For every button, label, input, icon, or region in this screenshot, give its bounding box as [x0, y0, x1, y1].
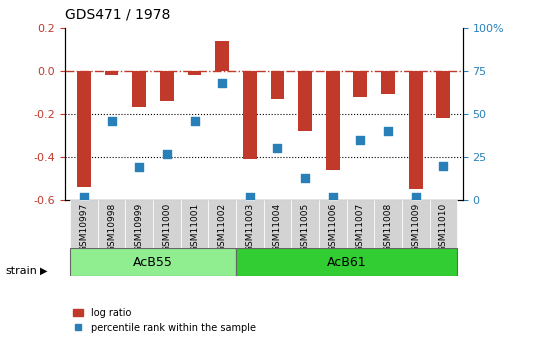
Point	[356, 137, 365, 142]
Text: GSM11005: GSM11005	[301, 203, 309, 252]
Text: GSM11010: GSM11010	[439, 203, 448, 252]
Text: strain: strain	[5, 266, 37, 276]
FancyBboxPatch shape	[208, 200, 236, 248]
Bar	[243, 71, 257, 159]
Point	[384, 128, 392, 134]
Point	[80, 194, 88, 199]
Legend: log ratio, percentile rank within the sample: log ratio, percentile rank within the sa…	[69, 304, 260, 337]
Text: GSM11006: GSM11006	[328, 203, 337, 252]
Text: GSM11003: GSM11003	[245, 203, 254, 252]
Text: GSM11008: GSM11008	[384, 203, 393, 252]
Bar	[160, 71, 174, 101]
Point	[412, 194, 420, 199]
Bar	[188, 71, 201, 75]
FancyBboxPatch shape	[236, 200, 264, 248]
FancyBboxPatch shape	[153, 200, 181, 248]
Bar	[353, 71, 367, 97]
Text: GSM10999: GSM10999	[134, 203, 144, 252]
FancyBboxPatch shape	[70, 200, 98, 248]
FancyBboxPatch shape	[125, 200, 153, 248]
FancyBboxPatch shape	[70, 248, 236, 276]
Bar	[77, 71, 91, 187]
Text: GSM11001: GSM11001	[190, 203, 199, 252]
Point	[135, 165, 144, 170]
Point	[328, 194, 337, 199]
Text: AcB55: AcB55	[133, 256, 173, 269]
Bar	[298, 71, 312, 131]
Text: GSM11007: GSM11007	[356, 203, 365, 252]
FancyBboxPatch shape	[429, 200, 457, 248]
Bar	[271, 71, 285, 99]
Text: GSM11004: GSM11004	[273, 203, 282, 252]
Bar	[381, 71, 395, 95]
FancyBboxPatch shape	[264, 200, 291, 248]
Text: GSM10998: GSM10998	[107, 203, 116, 252]
Bar	[436, 71, 450, 118]
Point	[218, 80, 226, 86]
FancyBboxPatch shape	[236, 248, 457, 276]
Bar	[326, 71, 339, 170]
Text: ▶: ▶	[40, 266, 48, 276]
Bar	[409, 71, 422, 189]
Text: GDS471 / 1978: GDS471 / 1978	[65, 8, 170, 22]
Bar	[105, 71, 118, 75]
Point	[107, 118, 116, 124]
FancyBboxPatch shape	[319, 200, 346, 248]
Text: GSM11002: GSM11002	[218, 203, 226, 252]
FancyBboxPatch shape	[291, 200, 319, 248]
FancyBboxPatch shape	[98, 200, 125, 248]
FancyBboxPatch shape	[402, 200, 429, 248]
FancyBboxPatch shape	[346, 200, 374, 248]
Point	[190, 118, 199, 124]
Text: GSM11000: GSM11000	[162, 203, 172, 252]
Text: GSM11009: GSM11009	[411, 203, 420, 252]
Point	[439, 163, 448, 168]
Point	[162, 151, 171, 156]
Point	[301, 175, 309, 180]
FancyBboxPatch shape	[181, 200, 208, 248]
Point	[273, 146, 282, 151]
Text: GSM10997: GSM10997	[80, 203, 88, 252]
Text: AcB61: AcB61	[327, 256, 366, 269]
Point	[245, 194, 254, 199]
Bar	[215, 41, 229, 71]
Bar	[132, 71, 146, 107]
FancyBboxPatch shape	[374, 200, 402, 248]
